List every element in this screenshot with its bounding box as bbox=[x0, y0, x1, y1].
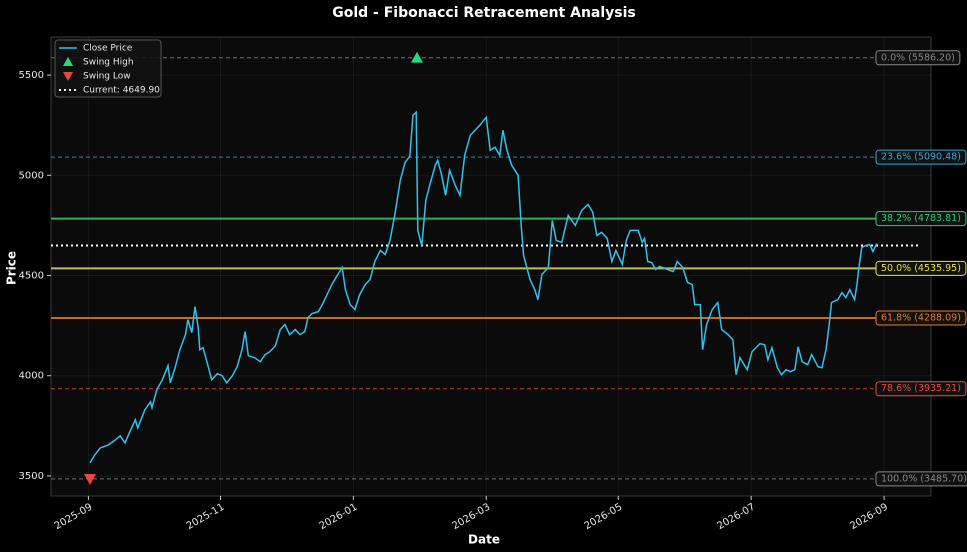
fib-level-box bbox=[875, 310, 967, 326]
fib-level-tag: 23.6% (5090.48) bbox=[875, 149, 967, 165]
fib-level-label: 78.6% (3935.21) bbox=[881, 383, 961, 394]
fib-level-box bbox=[875, 50, 961, 66]
fib-level-box bbox=[875, 260, 967, 276]
fib-level-label: 38.2% (4783.81) bbox=[881, 213, 961, 224]
fib-level-tag: 50.0% (4535.95) bbox=[875, 260, 967, 276]
fib-level-tag: 61.8% (4288.09) bbox=[875, 310, 967, 326]
legend-swatch bbox=[63, 72, 73, 81]
fib-level-box bbox=[875, 211, 967, 227]
fib-level-box bbox=[875, 471, 967, 487]
swing-marker bbox=[411, 51, 424, 63]
fib-level-label: 100.0% (3485.70) bbox=[881, 473, 967, 484]
legend-box bbox=[54, 39, 162, 98]
legend: Close Price Swing High Swing Low Current: 4… bbox=[54, 39, 162, 98]
legend-label: Swing Low bbox=[83, 72, 131, 82]
y-tick-label: 4000 bbox=[19, 371, 44, 382]
fib-level-label: 50.0% (4535.95) bbox=[881, 263, 961, 274]
fib-level-box bbox=[875, 381, 967, 397]
y-tick-label: 5500 bbox=[19, 70, 44, 81]
price-line bbox=[89, 110, 878, 464]
fib-level-tag: 100.0% (3485.70) bbox=[875, 471, 967, 487]
fib-level-label: 23.6% (5090.48) bbox=[881, 152, 961, 163]
y-tick-label: 5000 bbox=[19, 170, 44, 181]
legend-label: Current: 4649.90 bbox=[83, 86, 160, 96]
swing-marker bbox=[83, 474, 96, 485]
fib-level-box bbox=[875, 149, 967, 165]
fib-level-tag: 0.0% (5586.20) bbox=[875, 50, 961, 66]
legend-label: Swing High bbox=[83, 58, 134, 68]
y-tick-label: 4500 bbox=[19, 271, 44, 282]
legend-label: Close Price bbox=[83, 44, 133, 54]
chart-title: Gold - Fibonacci Retracement Analysis bbox=[332, 5, 636, 21]
plot-area bbox=[50, 36, 932, 497]
y-tick-label: 3500 bbox=[19, 471, 44, 482]
y-axis-label: Price bbox=[5, 251, 19, 285]
fib-level-label: 61.8% (4288.09) bbox=[881, 312, 961, 323]
legend-swatch bbox=[63, 57, 73, 66]
fib-level-tag: 38.2% (4783.81) bbox=[875, 211, 967, 227]
fib-level-tag: 78.6% (3935.21) bbox=[875, 381, 967, 397]
fib-level-label: 0.0% (5586.20) bbox=[881, 52, 955, 63]
x-axis-label: Date bbox=[468, 533, 500, 547]
